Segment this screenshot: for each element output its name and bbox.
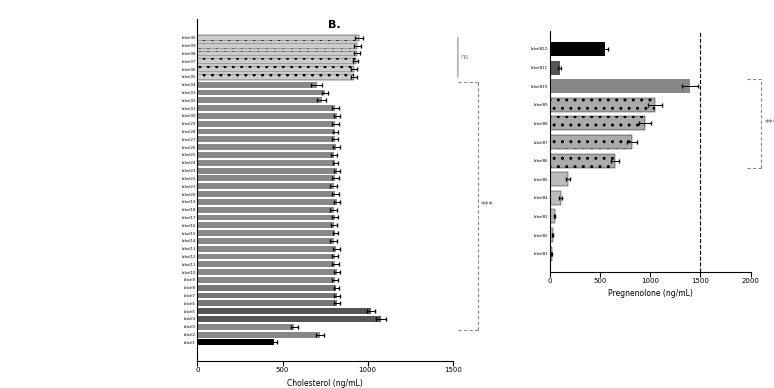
Bar — [197, 160, 335, 166]
Bar — [197, 144, 336, 150]
Bar — [197, 90, 325, 95]
Bar — [197, 215, 335, 220]
Bar — [197, 285, 336, 291]
Bar — [197, 340, 274, 345]
Bar — [197, 50, 357, 56]
Bar — [197, 191, 335, 197]
Bar — [197, 66, 354, 72]
Bar — [197, 269, 337, 275]
Bar — [197, 300, 337, 306]
Bar — [197, 262, 335, 267]
Bar — [197, 254, 335, 260]
Bar — [197, 175, 335, 181]
Bar — [197, 82, 317, 88]
Bar — [550, 191, 560, 205]
Bar — [197, 183, 334, 189]
Bar — [197, 105, 335, 111]
Bar — [197, 58, 356, 64]
Bar — [197, 137, 335, 142]
Bar — [550, 135, 632, 149]
Bar — [550, 247, 552, 261]
Text: ***: *** — [765, 119, 774, 128]
Bar — [197, 308, 371, 314]
Bar — [197, 168, 337, 173]
Bar — [550, 172, 567, 186]
Bar — [197, 332, 320, 338]
Bar — [550, 154, 615, 168]
Bar — [197, 35, 359, 41]
Bar — [197, 97, 322, 103]
Bar — [550, 116, 645, 130]
Bar — [550, 42, 605, 56]
Bar — [197, 43, 358, 48]
Bar — [550, 98, 655, 112]
Bar — [550, 61, 560, 74]
Bar — [197, 324, 294, 330]
Bar — [197, 238, 334, 244]
X-axis label: Cholesterol (ng/mL): Cholesterol (ng/mL) — [287, 379, 363, 388]
Bar — [197, 121, 335, 126]
Bar — [197, 113, 337, 119]
Bar — [550, 210, 554, 223]
Bar — [197, 293, 337, 298]
Bar — [197, 199, 337, 205]
Bar — [197, 277, 335, 283]
Bar — [197, 230, 335, 236]
X-axis label: Pregnenolone (ng/mL): Pregnenolone (ng/mL) — [608, 289, 693, 298]
Bar — [197, 207, 334, 213]
Bar — [550, 228, 553, 242]
Bar — [197, 74, 354, 80]
Bar — [197, 246, 336, 251]
Text: B.: B. — [328, 20, 341, 30]
Text: ***: *** — [481, 201, 494, 210]
Bar — [197, 129, 335, 135]
Bar — [197, 152, 334, 158]
Bar — [197, 222, 334, 228]
Bar — [550, 79, 690, 93]
Bar — [197, 316, 382, 322]
Text: ns: ns — [461, 54, 468, 61]
